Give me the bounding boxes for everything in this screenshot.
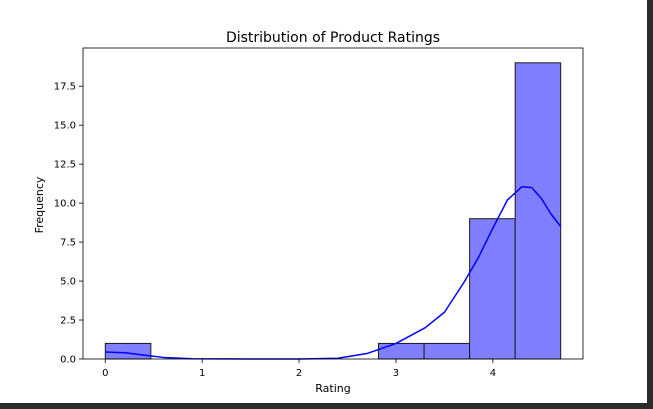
x-tick-label: 2: [296, 368, 302, 379]
x-tick-label: 1: [199, 368, 205, 379]
histogram-chart: Distribution of Product Ratings Rating F…: [33, 30, 584, 395]
histogram-bar: [469, 218, 516, 360]
x-tick-label: 3: [393, 368, 399, 379]
x-axis-label: Rating: [315, 382, 350, 395]
y-tick-label: 2.5: [60, 316, 76, 327]
y-tick-label: 0.0: [60, 355, 76, 366]
y-tick-label: 10.0: [54, 199, 76, 210]
histogram-bar: [423, 342, 471, 360]
y-tick-label: 15.0: [54, 121, 76, 132]
histogram-bar: [378, 342, 425, 360]
x-tick-label: 0: [102, 368, 108, 379]
y-tick-label: 5.0: [60, 277, 76, 288]
x-tick-label: 4: [490, 368, 496, 379]
y-tick-label: 17.5: [54, 82, 76, 93]
histogram-bar: [514, 62, 562, 360]
figure-canvas: Distribution of Product Ratings Rating F…: [0, 0, 647, 403]
histogram-bar: [104, 342, 152, 360]
y-tick-label: 7.5: [60, 238, 76, 249]
y-axis-label: Frequency: [33, 176, 46, 233]
kde-line: [105, 185, 562, 360]
chart-title: Distribution of Product Ratings: [226, 30, 440, 46]
y-tick-label: 12.5: [54, 160, 76, 171]
